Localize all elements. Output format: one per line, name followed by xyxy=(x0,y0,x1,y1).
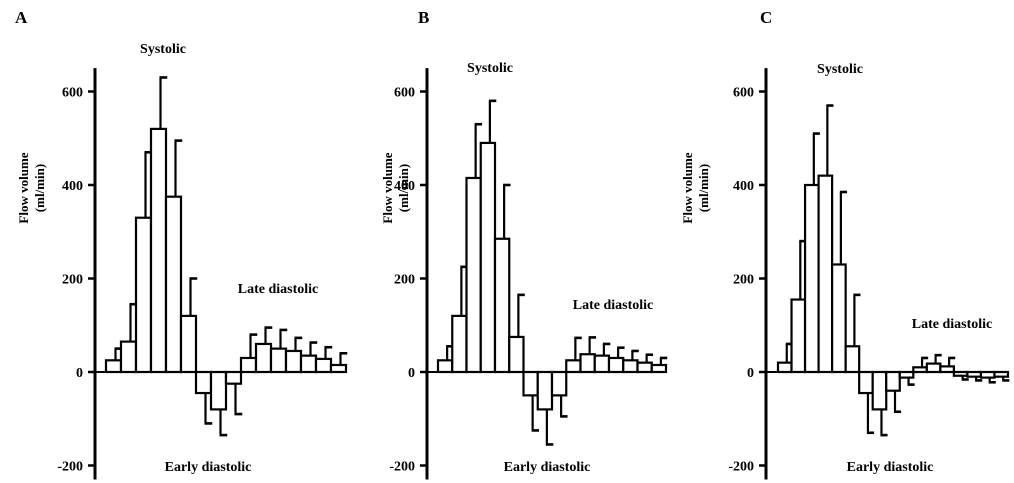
systolic-label: Systolic xyxy=(817,62,863,77)
bar xyxy=(966,370,983,378)
bar xyxy=(269,347,288,374)
bar xyxy=(871,370,888,411)
panel-label: A xyxy=(15,8,28,27)
late-diastolic-label: Late diastolic xyxy=(573,298,654,313)
bar xyxy=(194,370,213,395)
bar xyxy=(607,356,625,374)
bar xyxy=(844,345,861,374)
bar xyxy=(579,353,596,374)
bar xyxy=(593,354,611,374)
bar xyxy=(522,370,539,397)
bar xyxy=(885,370,901,392)
bar xyxy=(239,356,258,374)
bar xyxy=(898,370,915,379)
bar xyxy=(224,370,243,385)
y-tick-label: -200 xyxy=(728,460,754,475)
bar xyxy=(979,370,996,379)
panel-label: B xyxy=(418,8,429,27)
y-tick-label: -200 xyxy=(57,460,83,475)
early-diastolic-label: Early diastolic xyxy=(504,460,591,475)
early-diastolic-label: Early diastolic xyxy=(847,460,934,475)
y-tick-label: 200 xyxy=(394,273,415,288)
panel-a: A Systolic Late diastolic Early diastoli… xyxy=(15,8,348,480)
bar xyxy=(939,365,955,374)
bar xyxy=(508,335,525,374)
y-tick-label: 600 xyxy=(733,86,754,101)
bar xyxy=(912,366,928,374)
systolic-label: Systolic xyxy=(467,61,513,76)
bar xyxy=(622,359,639,374)
bar xyxy=(565,359,582,374)
y-tick-label: 400 xyxy=(62,179,83,194)
y-axis-label-line1: Flow volume xyxy=(380,152,395,223)
y-tick-label: 0 xyxy=(408,366,415,381)
bar xyxy=(952,370,969,377)
plot-area: 600 400 200 0 -200 xyxy=(57,68,348,480)
bar xyxy=(329,363,348,374)
bar xyxy=(831,263,847,374)
bar xyxy=(451,314,468,374)
late-diastolic-label: Late diastolic xyxy=(912,317,993,332)
bar xyxy=(254,342,273,374)
y-axis-label-line2: (ml/min) xyxy=(32,164,47,212)
y-tick-label: 600 xyxy=(394,86,415,101)
y-axis-label-line1: Flow volume xyxy=(16,152,31,223)
bar xyxy=(993,370,1010,378)
y-tick-label: 0 xyxy=(76,366,83,381)
bar xyxy=(299,354,318,374)
bar xyxy=(817,174,834,374)
bar xyxy=(134,216,153,374)
plot-area: 600 400 200 0 -200 xyxy=(389,68,668,480)
bar xyxy=(209,370,228,411)
bar xyxy=(650,363,668,374)
y-axis-label-line2: (ml/min) xyxy=(696,164,711,212)
y-tick-label: 600 xyxy=(62,86,83,101)
y-tick-label: 200 xyxy=(733,273,754,288)
bar xyxy=(790,298,807,374)
bar xyxy=(284,349,303,374)
plot-area: 600 400 200 0 -200 xyxy=(728,68,1010,480)
bar xyxy=(636,361,653,374)
y-tick-label: 0 xyxy=(747,366,754,381)
y-tick-label: -200 xyxy=(389,460,415,475)
bar xyxy=(164,195,183,374)
y-axis-label-line1: Flow volume xyxy=(680,152,695,223)
y-tick-label: 200 xyxy=(62,273,83,288)
panel-b: B Systolic Late diastolic Early diastoli… xyxy=(380,8,668,480)
panel-label: C xyxy=(760,8,772,27)
bar xyxy=(465,176,482,374)
bar xyxy=(776,361,793,374)
bar xyxy=(550,370,568,397)
bar xyxy=(104,359,123,374)
bar xyxy=(925,362,942,374)
bar xyxy=(149,127,168,374)
bar xyxy=(179,314,198,374)
y-tick-label: 400 xyxy=(733,179,754,194)
bar xyxy=(119,340,138,374)
y-tick-label: 400 xyxy=(394,179,415,194)
bar xyxy=(436,359,454,374)
bar xyxy=(479,141,497,374)
bar xyxy=(493,237,511,374)
systolic-label: Systolic xyxy=(140,42,186,57)
bar xyxy=(536,370,554,411)
bar xyxy=(803,183,820,374)
early-diastolic-label: Early diastolic xyxy=(165,460,252,475)
late-diastolic-label: Late diastolic xyxy=(238,282,319,297)
bar xyxy=(314,357,333,374)
bar xyxy=(858,370,874,395)
y-axis-label-line2: (ml/min) xyxy=(396,164,411,212)
panel-c: C Systolic Late diastolic Early diastoli… xyxy=(680,8,1010,480)
